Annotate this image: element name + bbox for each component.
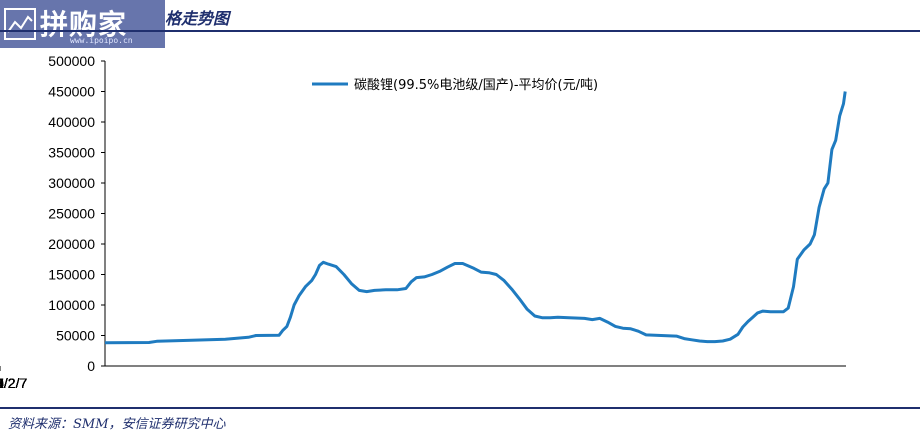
- chart-axes: [104, 61, 846, 367]
- y-tick-label: 350000: [48, 145, 95, 161]
- y-tick-label: 100000: [48, 297, 95, 313]
- watermark-logo: 拼购家 www.ipoipo.cn: [0, 0, 165, 48]
- y-tick-label: 400000: [48, 114, 95, 130]
- source-note: 资料来源：SMM，安信证券研究中心: [8, 417, 226, 432]
- y-tick-label: 50000: [56, 328, 95, 344]
- x-tick-label: 2021/2/7: [0, 375, 27, 391]
- x-tick-label: 2014/2/7: [0, 375, 27, 391]
- header-rule: [0, 30, 920, 32]
- line-chart: 0 50000 100000 150000 200000 250000 300000 3500…: [0, 53, 847, 391]
- x-axis-ticks: 2014/2/72015/2/72016/2/72017/2/72018/2/7…: [0, 366, 27, 391]
- legend-label: 碳酸锂(99.5%电池级/国产)-平均价(元/吨): [354, 78, 598, 93]
- series-line-lithium-carbonate: [104, 91, 847, 345]
- legend: 碳酸锂(99.5%电池级/国产)-平均价(元/吨): [312, 78, 598, 93]
- logo-url: www.ipoipo.cn: [70, 36, 133, 45]
- y-tick-label: 250000: [48, 206, 95, 222]
- x-tick-label: 2018/2/7: [0, 375, 27, 391]
- x-tick-label: 2015/2/7: [0, 375, 27, 391]
- figure-title: 格走势图: [165, 9, 230, 28]
- y-tick-label: 150000: [48, 267, 95, 283]
- y-tick-label: 500000: [48, 53, 95, 69]
- x-tick-label: 2016/2/7: [0, 375, 27, 391]
- x-tick-label: 2022/2/7: [0, 375, 27, 391]
- chart-logo-icon: [4, 8, 36, 40]
- x-tick-label: 2019/2/7: [0, 375, 27, 391]
- report-header: 拼购家 www.ipoipo.cn 格走势图: [0, 0, 920, 48]
- x-tick-label: 2017/2/7: [0, 375, 27, 391]
- footer-rule: [0, 407, 920, 409]
- y-axis-ticks: 0 50000 100000 150000 200000 250000 300000 3500…: [48, 53, 105, 374]
- y-tick-label: 300000: [48, 175, 95, 191]
- y-tick-label: 450000: [48, 84, 95, 100]
- x-tick-label: 2020/2/7: [0, 375, 27, 391]
- y-tick-label: 0: [87, 358, 95, 374]
- y-tick-label: 200000: [48, 236, 95, 252]
- logo-text: 拼购家: [40, 8, 128, 41]
